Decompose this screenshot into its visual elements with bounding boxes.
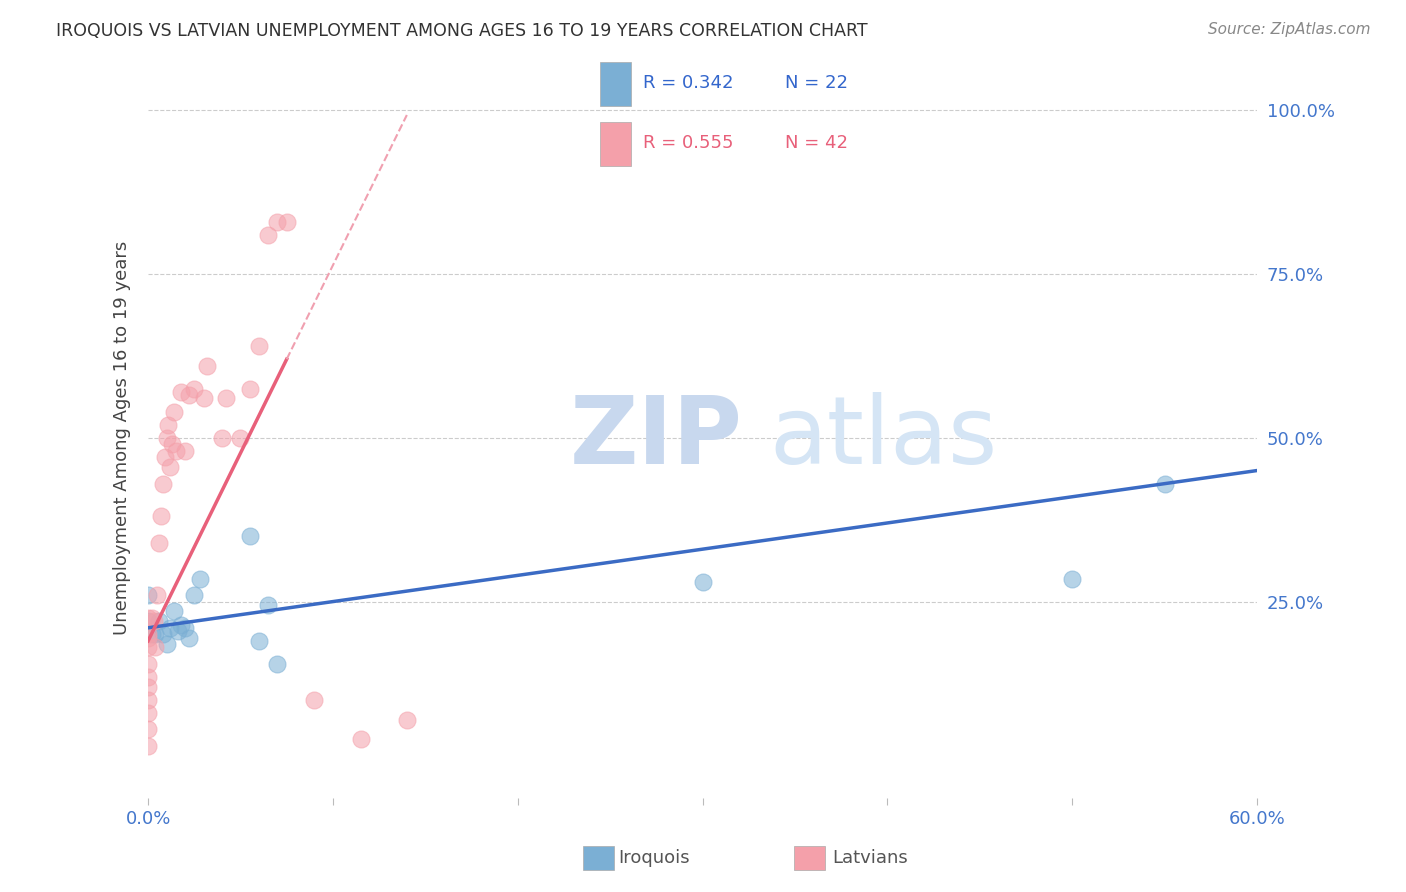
Point	[257, 598, 280, 612]
Point	[136, 693, 159, 707]
FancyBboxPatch shape	[600, 122, 631, 166]
Point	[136, 723, 159, 737]
Point	[276, 214, 298, 228]
Point	[136, 680, 159, 694]
Point	[155, 431, 177, 445]
Point	[165, 443, 187, 458]
Point	[266, 214, 288, 228]
Point	[211, 431, 233, 445]
Text: N = 42: N = 42	[786, 135, 848, 153]
Point	[183, 382, 205, 396]
Point	[159, 621, 181, 635]
Point	[163, 404, 186, 418]
Point	[160, 437, 183, 451]
Point	[152, 476, 174, 491]
Text: Latvians: Latvians	[832, 849, 908, 867]
Point	[193, 392, 215, 406]
Point	[136, 631, 159, 645]
Point	[145, 627, 167, 641]
Point	[145, 640, 167, 655]
Point	[247, 633, 270, 648]
Text: IROQUOIS VS LATVIAN UNEMPLOYMENT AMONG AGES 16 TO 19 YEARS CORRELATION CHART: IROQUOIS VS LATVIAN UNEMPLOYMENT AMONG A…	[56, 22, 868, 40]
Point	[183, 588, 205, 602]
Point	[247, 339, 270, 353]
Point	[136, 588, 159, 602]
Point	[153, 450, 176, 465]
Point	[157, 417, 180, 432]
Text: R = 0.555: R = 0.555	[643, 135, 734, 153]
Point	[136, 627, 159, 641]
FancyBboxPatch shape	[600, 62, 631, 106]
Point	[155, 637, 177, 651]
Point	[148, 535, 170, 549]
Point	[166, 624, 188, 638]
Point	[142, 614, 165, 628]
Point	[136, 640, 159, 655]
Text: ZIP: ZIP	[569, 392, 742, 483]
Point	[304, 693, 326, 707]
Point	[136, 670, 159, 684]
Point	[163, 604, 186, 618]
Point	[150, 509, 173, 524]
Text: Iroquois: Iroquois	[619, 849, 690, 867]
Point	[146, 588, 169, 602]
Point	[170, 617, 193, 632]
Point	[1153, 476, 1175, 491]
Point	[152, 627, 174, 641]
Point	[136, 706, 159, 720]
Point	[136, 614, 159, 628]
Point	[141, 611, 163, 625]
Point	[195, 359, 218, 373]
Text: Source: ZipAtlas.com: Source: ZipAtlas.com	[1208, 22, 1371, 37]
Point	[692, 574, 714, 589]
Text: atlas: atlas	[769, 392, 997, 483]
Point	[257, 227, 280, 242]
Point	[266, 657, 288, 671]
Point	[136, 657, 159, 671]
Point	[159, 460, 181, 475]
Point	[148, 614, 170, 628]
Point	[229, 431, 252, 445]
Point	[141, 627, 163, 641]
Point	[395, 713, 418, 727]
Point	[136, 739, 159, 753]
Point	[349, 732, 371, 747]
Point	[215, 392, 238, 406]
Point	[239, 382, 262, 396]
Point	[177, 631, 200, 645]
Point	[174, 621, 197, 635]
Point	[239, 529, 262, 543]
Point	[170, 384, 193, 399]
Point	[188, 572, 211, 586]
Text: N = 22: N = 22	[786, 75, 848, 93]
Point	[1062, 572, 1084, 586]
Point	[177, 388, 200, 402]
Point	[174, 443, 197, 458]
Point	[136, 611, 159, 625]
Y-axis label: Unemployment Among Ages 16 to 19 years: Unemployment Among Ages 16 to 19 years	[114, 241, 131, 635]
Text: R = 0.342: R = 0.342	[643, 75, 734, 93]
